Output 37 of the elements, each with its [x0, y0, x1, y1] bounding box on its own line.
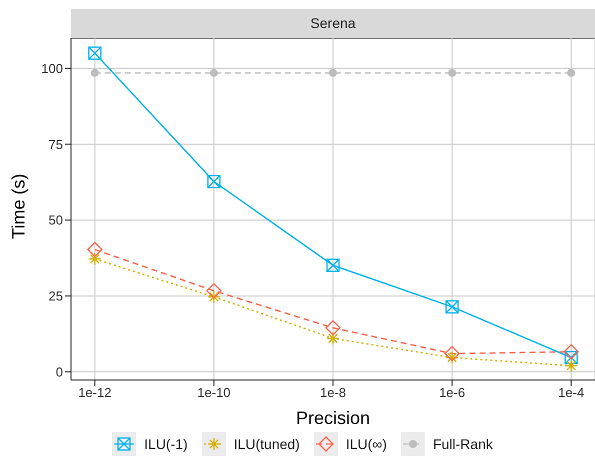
point — [445, 350, 459, 364]
point — [445, 300, 459, 314]
point — [325, 320, 341, 336]
legend-label: Full-Rank — [432, 436, 493, 452]
y-tick-label: 100 — [41, 60, 63, 76]
point — [448, 68, 456, 77]
point — [329, 68, 337, 77]
point — [326, 332, 340, 346]
point — [564, 344, 579, 360]
point — [207, 290, 221, 304]
x-tick-label: 1e-12 — [78, 385, 112, 400]
y-tick-label: 0 — [56, 364, 63, 380]
legend-label: ILU(tuned) — [234, 436, 300, 452]
x-tick-label: 1e-4 — [558, 385, 584, 400]
point — [88, 252, 102, 266]
point — [564, 359, 578, 372]
point — [564, 350, 578, 364]
point — [567, 68, 576, 77]
y-tick-label: 50 — [48, 212, 63, 228]
chart-title: Serena — [71, 9, 595, 39]
point — [90, 68, 99, 77]
point — [210, 68, 218, 77]
y-axis-title: Time (s) — [8, 174, 28, 239]
y-tick-label: 25 — [48, 288, 63, 304]
x-tick-label: 1e-8 — [320, 385, 346, 400]
point — [206, 283, 222, 298]
point — [87, 242, 102, 258]
legend-label: ILU(∞) — [346, 436, 387, 452]
point — [207, 174, 221, 188]
x-tick-label: 1e-6 — [439, 385, 466, 400]
legend-label: ILU(-1) — [144, 436, 188, 452]
y-tick-label: 75 — [48, 136, 63, 152]
point — [88, 46, 102, 60]
point — [326, 258, 340, 272]
x-axis-title: Precision — [296, 408, 370, 428]
point — [444, 346, 460, 362]
x-tick-label: 1e-10 — [197, 385, 231, 400]
